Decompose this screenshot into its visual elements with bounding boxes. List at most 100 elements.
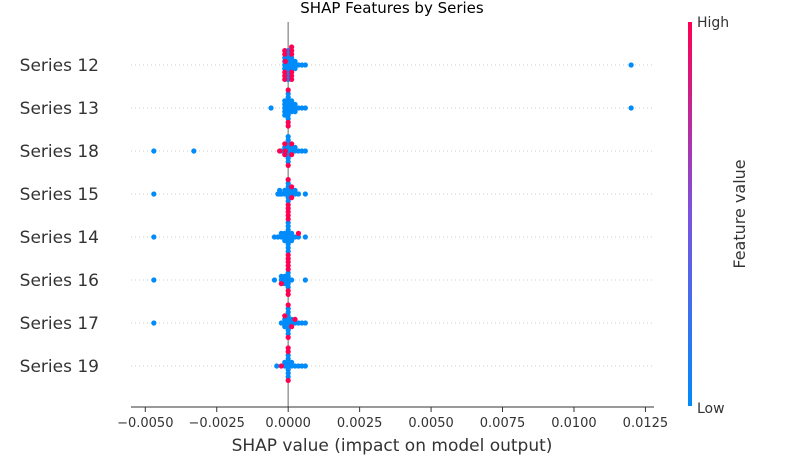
colorbar — [688, 22, 692, 406]
data-point — [278, 281, 284, 287]
feature-label: Series 14 — [20, 228, 99, 248]
data-point — [285, 91, 291, 97]
feature-label: Series 18 — [20, 142, 99, 162]
data-point — [289, 55, 295, 61]
data-point — [285, 220, 291, 226]
data-point — [285, 209, 291, 215]
data-point — [285, 137, 291, 143]
data-point — [289, 76, 295, 82]
x-tick-label: 0.0125 — [623, 416, 669, 431]
data-point — [285, 134, 291, 140]
data-point — [282, 51, 288, 57]
data-point — [151, 234, 157, 240]
data-point — [292, 144, 298, 150]
data-point — [285, 377, 291, 383]
data-point — [285, 327, 291, 333]
data-point — [289, 73, 295, 79]
data-point — [285, 227, 291, 233]
chart-title: SHAP Features by Series — [300, 0, 484, 17]
data-point — [289, 230, 295, 236]
feature-label: Series 13 — [20, 99, 99, 119]
data-point — [285, 306, 291, 312]
data-point — [285, 155, 291, 161]
x-tick-label: 0.0050 — [408, 416, 454, 431]
feature-label: Series 15 — [20, 185, 99, 205]
data-point — [289, 51, 295, 57]
data-point — [289, 184, 295, 190]
data-point — [289, 324, 295, 330]
data-point — [282, 316, 288, 322]
x-tick-label: 0.0025 — [337, 416, 383, 431]
data-point — [282, 187, 288, 193]
data-point — [282, 69, 288, 75]
data-point — [302, 105, 308, 111]
data-point — [285, 259, 291, 265]
data-point — [282, 273, 288, 279]
data-point — [285, 270, 291, 276]
data-point — [282, 359, 288, 365]
data-point — [285, 116, 291, 122]
data-point — [285, 263, 291, 269]
data-points — [151, 44, 634, 383]
data-point — [285, 94, 291, 100]
data-point — [285, 212, 291, 218]
data-point — [282, 313, 288, 319]
data-point — [289, 238, 295, 244]
data-point — [302, 62, 308, 68]
colorbar-axis-label: Feature value — [730, 159, 749, 268]
feature-label: Series 17 — [20, 314, 99, 334]
data-point — [285, 248, 291, 254]
data-point — [289, 141, 295, 147]
data-point — [282, 238, 288, 244]
data-point — [285, 352, 291, 358]
data-point — [282, 58, 288, 64]
data-point — [289, 277, 295, 283]
x-axis-label: SHAP value (impact on model output) — [232, 436, 553, 456]
x-axis-ticks: −0.0050 −0.0025 0.0000 0.0025 0.0050 0.0075 0.… — [117, 407, 668, 431]
data-point — [271, 234, 278, 240]
data-point — [285, 345, 291, 351]
data-point — [151, 191, 157, 197]
data-point — [191, 148, 197, 154]
data-point — [285, 87, 291, 93]
data-point — [282, 148, 288, 154]
data-point — [285, 302, 291, 308]
data-point — [285, 370, 291, 376]
x-tick-label: 0.0100 — [551, 416, 597, 431]
data-point — [295, 230, 302, 236]
data-point — [282, 76, 288, 82]
data-point — [292, 101, 298, 107]
row-guides — [131, 64, 654, 367]
data-point — [285, 159, 291, 165]
data-point — [285, 202, 291, 208]
data-point — [628, 105, 634, 111]
data-point — [285, 198, 291, 204]
data-point — [289, 69, 295, 75]
data-point — [285, 245, 291, 251]
data-point — [285, 241, 291, 247]
data-point — [278, 363, 284, 369]
data-point — [285, 374, 291, 380]
data-point — [277, 148, 283, 154]
data-point — [285, 281, 291, 287]
data-point — [302, 363, 308, 369]
data-point — [628, 62, 634, 68]
data-point — [292, 316, 298, 322]
data-point — [282, 324, 288, 330]
data-point — [285, 252, 291, 258]
data-point — [282, 277, 288, 283]
data-point — [285, 216, 291, 222]
x-tick-label: −0.0050 — [117, 416, 173, 431]
data-point — [302, 191, 308, 197]
data-point — [151, 320, 157, 326]
data-point — [285, 123, 291, 129]
data-point — [282, 62, 288, 68]
data-point — [292, 109, 298, 115]
data-point — [151, 277, 157, 283]
data-point — [289, 359, 295, 365]
data-point — [302, 320, 308, 326]
data-point — [285, 331, 291, 337]
data-point — [302, 148, 308, 154]
data-point — [285, 367, 291, 373]
